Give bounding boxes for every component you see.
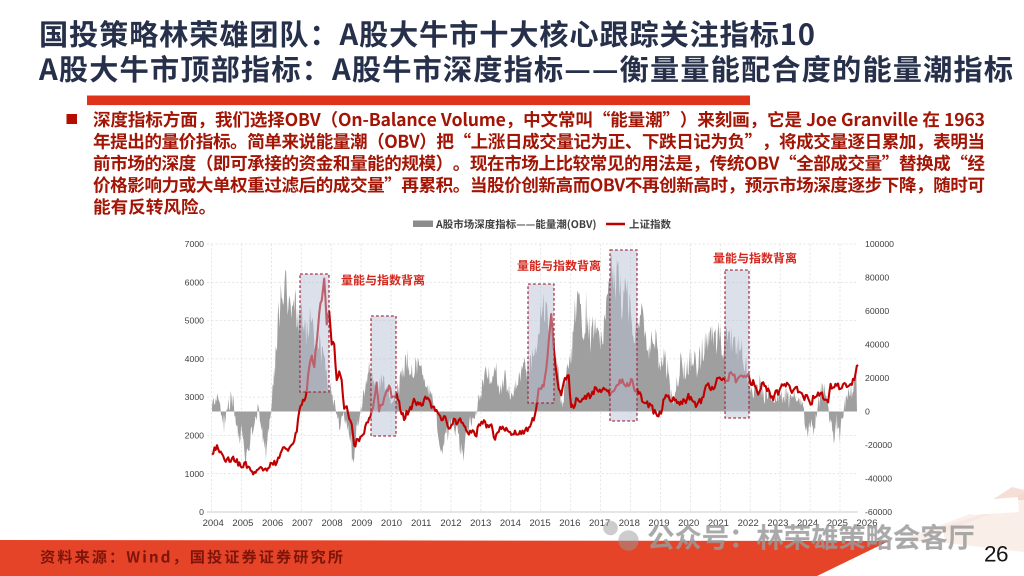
svg-text:2018: 2018 xyxy=(619,518,640,529)
svg-text:4000: 4000 xyxy=(185,354,204,364)
svg-text:0: 0 xyxy=(199,507,204,517)
svg-text:2006: 2006 xyxy=(262,518,283,529)
svg-text:2005: 2005 xyxy=(232,518,253,529)
svg-text:2019: 2019 xyxy=(648,518,669,529)
svg-text:2026: 2026 xyxy=(856,518,877,529)
svg-text:2009: 2009 xyxy=(351,518,372,529)
svg-text:6000: 6000 xyxy=(185,277,204,287)
svg-text:2010: 2010 xyxy=(381,518,402,529)
svg-text:7000: 7000 xyxy=(185,239,204,249)
svg-text:2016: 2016 xyxy=(559,518,580,529)
svg-text:2021: 2021 xyxy=(708,518,729,529)
svg-text:2007: 2007 xyxy=(292,518,313,529)
svg-text:2012: 2012 xyxy=(440,518,461,529)
svg-text:3000: 3000 xyxy=(185,392,204,402)
svg-text:2014: 2014 xyxy=(500,518,521,529)
svg-text:2024: 2024 xyxy=(797,518,818,529)
svg-text:-60000: -60000 xyxy=(865,507,892,517)
svg-text:80000: 80000 xyxy=(865,273,889,283)
svg-text:2013: 2013 xyxy=(470,518,491,529)
svg-text:2011: 2011 xyxy=(411,518,431,529)
svg-text:-20000: -20000 xyxy=(865,440,892,450)
svg-text:2004: 2004 xyxy=(203,518,224,529)
svg-text:100000: 100000 xyxy=(865,239,894,249)
svg-text:1000: 1000 xyxy=(185,469,204,479)
svg-text:2025: 2025 xyxy=(827,518,848,529)
svg-text:2020: 2020 xyxy=(678,518,699,529)
svg-text:-40000: -40000 xyxy=(865,474,892,484)
svg-text:60000: 60000 xyxy=(865,306,889,316)
svg-text:2000: 2000 xyxy=(185,431,204,441)
svg-text:2022: 2022 xyxy=(738,518,759,529)
svg-text:2023: 2023 xyxy=(767,518,788,529)
svg-text:40000: 40000 xyxy=(865,340,889,350)
svg-text:5000: 5000 xyxy=(185,316,204,326)
svg-text:2008: 2008 xyxy=(322,518,343,529)
svg-text:20000: 20000 xyxy=(865,373,889,383)
svg-text:26: 26 xyxy=(984,542,1008,567)
svg-text:0: 0 xyxy=(865,407,870,417)
svg-text:2017: 2017 xyxy=(589,518,610,529)
svg-text:2015: 2015 xyxy=(530,518,551,529)
